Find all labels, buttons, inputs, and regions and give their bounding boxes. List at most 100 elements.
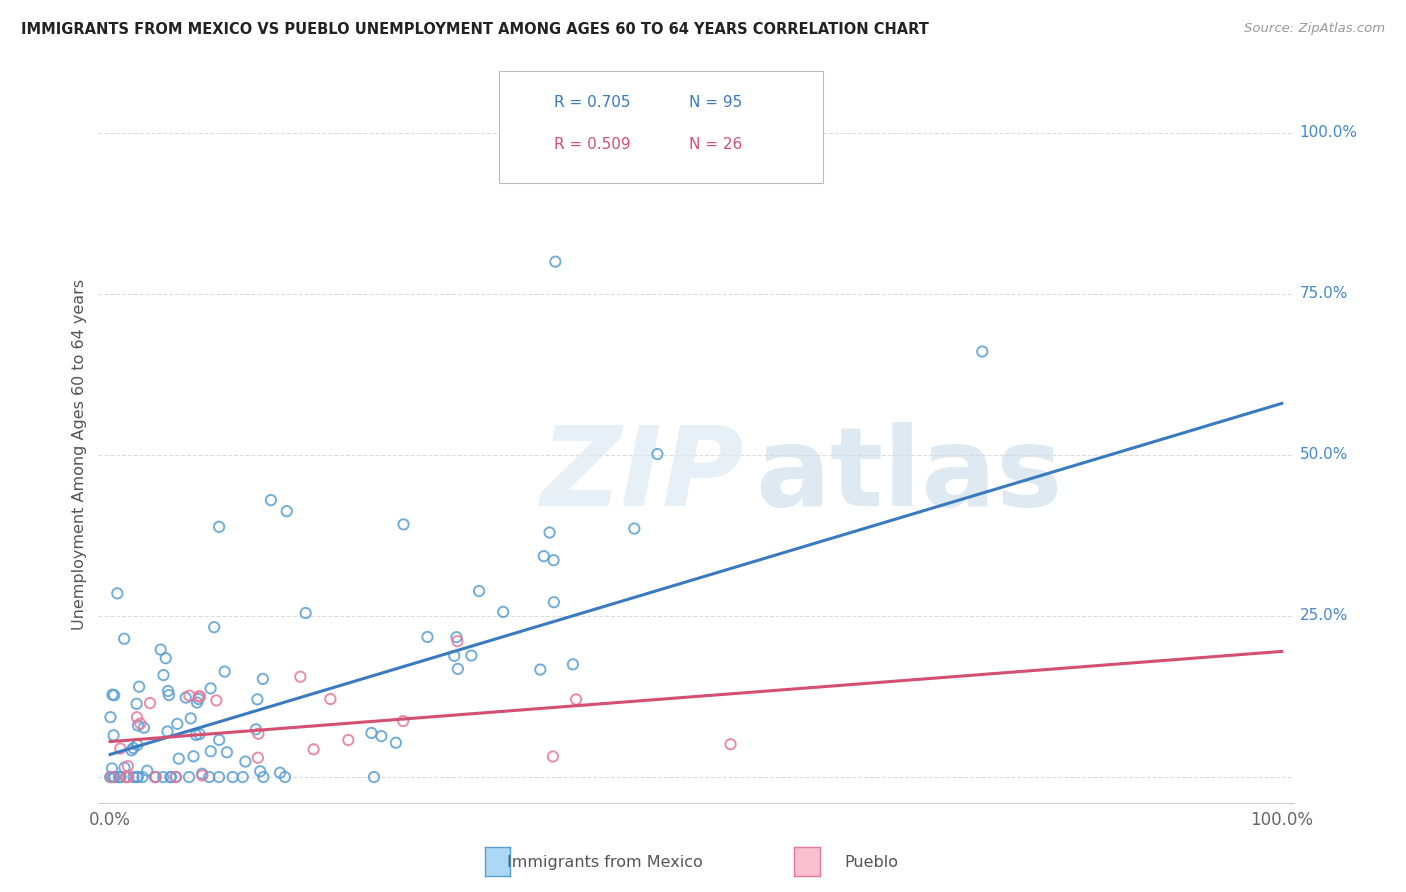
Point xyxy=(187,692,209,706)
Point xyxy=(200,681,222,696)
Point xyxy=(247,727,270,741)
Point xyxy=(103,728,125,742)
Text: 75.0%: 75.0% xyxy=(1299,286,1348,301)
Point xyxy=(112,632,135,646)
Point xyxy=(165,770,187,784)
Point xyxy=(302,742,325,756)
Point xyxy=(214,665,236,679)
Point xyxy=(468,584,491,599)
Point xyxy=(538,525,561,540)
Point xyxy=(187,690,209,704)
Point xyxy=(972,344,994,359)
Point xyxy=(232,770,254,784)
Point xyxy=(122,770,145,784)
Point xyxy=(103,688,125,702)
Point xyxy=(319,692,342,706)
Point xyxy=(543,553,565,567)
Point xyxy=(157,684,180,698)
Point xyxy=(460,648,482,663)
Point xyxy=(188,690,211,704)
Text: 100.0%: 100.0% xyxy=(1299,125,1357,140)
Point xyxy=(115,770,138,784)
Point xyxy=(446,634,468,648)
Point xyxy=(166,717,188,731)
Text: Source: ZipAtlas.com: Source: ZipAtlas.com xyxy=(1244,22,1385,36)
Text: N = 95: N = 95 xyxy=(689,95,742,110)
Point xyxy=(127,718,149,732)
Point xyxy=(720,737,742,751)
Point xyxy=(139,696,162,710)
Point xyxy=(115,770,138,784)
Point xyxy=(370,729,392,743)
Point xyxy=(215,745,238,759)
Point xyxy=(145,770,167,784)
Point xyxy=(252,672,274,686)
Point xyxy=(191,768,214,782)
Point xyxy=(188,727,211,741)
Point xyxy=(245,723,267,737)
Point xyxy=(202,620,225,634)
Point xyxy=(544,254,567,268)
Point xyxy=(235,755,257,769)
Point xyxy=(198,770,221,784)
Point xyxy=(363,770,385,784)
Text: Pueblo: Pueblo xyxy=(845,855,898,870)
Point xyxy=(160,770,183,784)
Point xyxy=(290,670,312,684)
Text: atlas: atlas xyxy=(756,422,1063,529)
Point xyxy=(360,726,382,740)
Text: 50.0%: 50.0% xyxy=(1299,448,1348,462)
Point xyxy=(103,770,125,784)
Text: 25.0%: 25.0% xyxy=(1299,608,1348,624)
Point xyxy=(145,770,167,784)
Point xyxy=(156,724,179,739)
Point xyxy=(100,770,122,784)
Y-axis label: Unemployment Among Ages 60 to 64 years: Unemployment Among Ages 60 to 64 years xyxy=(72,279,87,631)
Point xyxy=(191,766,214,780)
Text: IMMIGRANTS FROM MEXICO VS PUEBLO UNEMPLOYMENT AMONG AGES 60 TO 64 YEARS CORRELAT: IMMIGRANTS FROM MEXICO VS PUEBLO UNEMPLO… xyxy=(21,22,929,37)
Text: R = 0.509: R = 0.509 xyxy=(554,137,630,152)
Point xyxy=(177,770,200,784)
Point xyxy=(98,770,121,784)
Point xyxy=(647,447,669,461)
Point xyxy=(416,630,439,644)
Point xyxy=(208,520,231,534)
Point xyxy=(623,522,645,536)
Point xyxy=(125,697,148,711)
Point xyxy=(179,689,201,703)
Point xyxy=(101,688,124,702)
Point xyxy=(446,630,468,644)
Point xyxy=(157,688,180,702)
Point xyxy=(174,690,197,705)
Point xyxy=(136,764,159,778)
Text: N = 26: N = 26 xyxy=(689,137,742,152)
Point xyxy=(200,744,222,758)
Point xyxy=(110,770,132,784)
Point xyxy=(117,759,139,773)
Point xyxy=(186,696,208,710)
Point xyxy=(100,770,122,784)
Point xyxy=(208,770,231,784)
Point xyxy=(127,738,149,752)
Point xyxy=(274,770,297,784)
Point xyxy=(337,733,360,747)
Point xyxy=(132,721,155,735)
Point xyxy=(159,770,181,784)
Point xyxy=(105,586,128,600)
Point xyxy=(543,595,565,609)
Point xyxy=(246,692,269,706)
Point xyxy=(121,743,143,757)
Point xyxy=(392,714,415,728)
Point xyxy=(103,770,125,784)
Point xyxy=(108,770,131,784)
Point xyxy=(529,663,551,677)
Point xyxy=(184,728,207,742)
Point xyxy=(127,770,149,784)
Point xyxy=(117,770,139,784)
Point xyxy=(269,765,291,780)
Point xyxy=(101,761,124,775)
Point xyxy=(114,761,136,775)
Point xyxy=(492,605,515,619)
Point xyxy=(443,648,465,663)
Point xyxy=(252,770,274,784)
